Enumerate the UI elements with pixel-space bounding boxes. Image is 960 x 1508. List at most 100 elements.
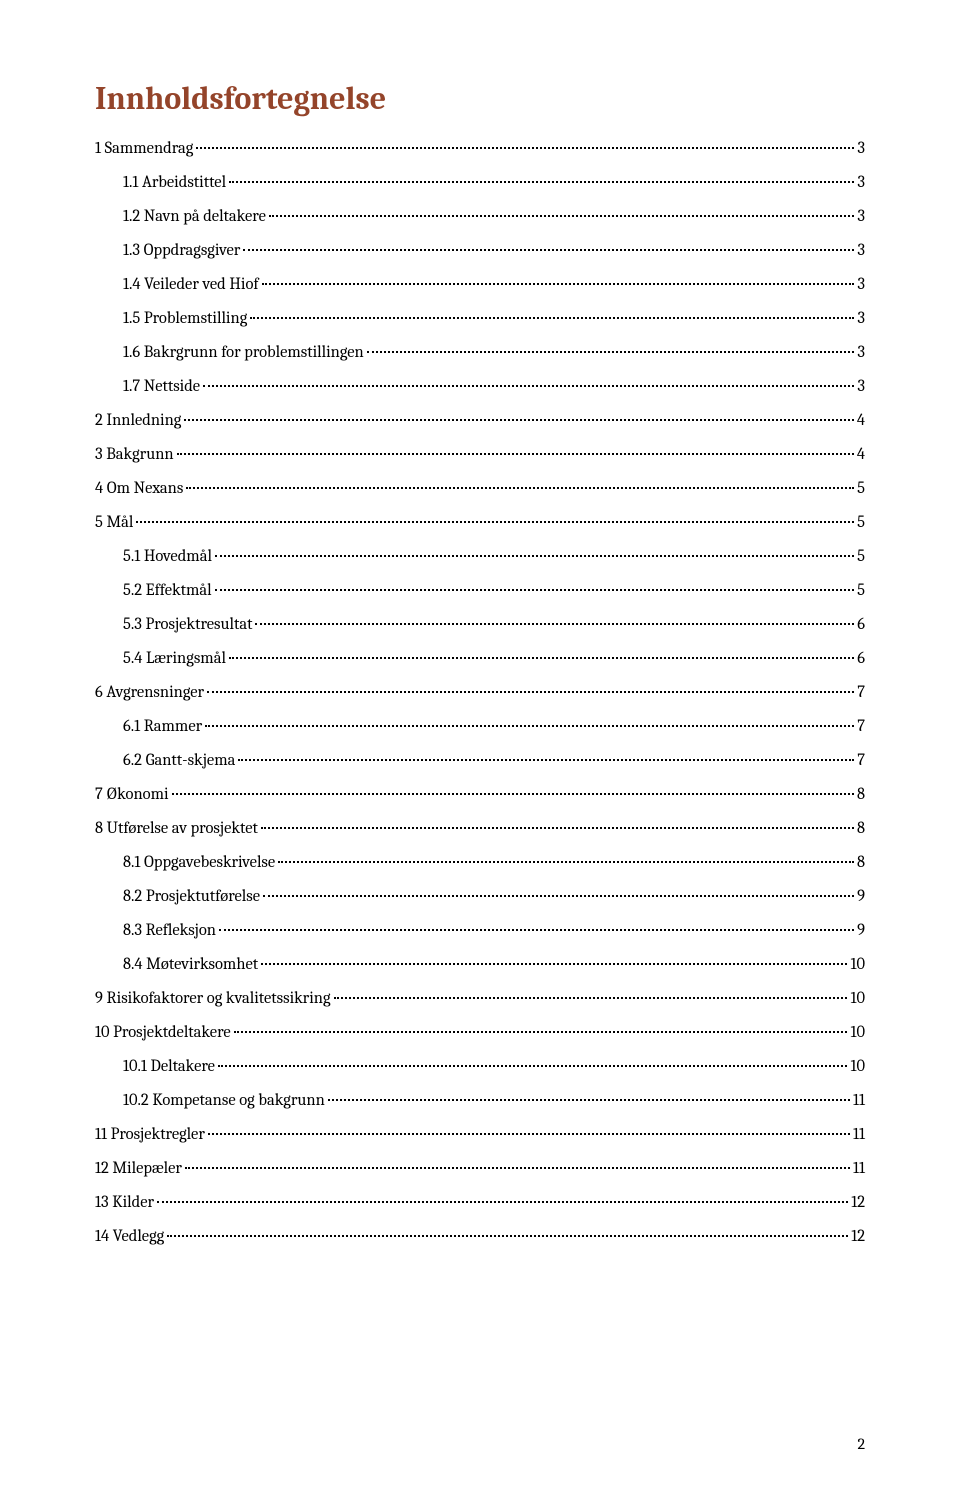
- toc-item-label: 1.6 Bakrgrunn for problemstillingen: [123, 343, 364, 362]
- toc-item-label: 8.2 Prosjektutførelse: [123, 887, 260, 906]
- toc-leader-dots: [219, 929, 854, 931]
- toc-item-page: 3: [857, 275, 865, 294]
- toc-item-page: 8: [857, 819, 865, 838]
- toc-leader-dots: [234, 1031, 848, 1033]
- toc-item: 1.6 Bakrgrunn for problemstillingen 3: [123, 343, 865, 362]
- toc-item-label: 3 Bakgrunn: [95, 445, 174, 464]
- toc-item-label: 6.2 Gantt-skjema: [123, 751, 235, 770]
- toc-item-page: 12: [851, 1193, 865, 1212]
- toc-item: 9 Risikofaktorer og kvalitetssikring 10: [95, 989, 865, 1008]
- toc-item: 2 Innledning 4: [95, 411, 865, 430]
- toc-item-page: 11: [853, 1159, 865, 1178]
- toc-title: Innholdsfortegnelse: [95, 80, 865, 117]
- toc-item-label: 2 Innledning: [95, 411, 181, 430]
- toc-item-page: 5: [857, 479, 865, 498]
- toc-item: 5.2 Effektmål5: [123, 581, 865, 600]
- toc-item-label: 8.4 Møtevirksomhet: [123, 955, 258, 974]
- toc-item-page: 3: [857, 309, 865, 328]
- toc-item-label: 11 Prosjektregler: [95, 1125, 205, 1144]
- toc-item-label: 6.1 Rammer: [123, 717, 202, 736]
- toc-item-page: 3: [857, 377, 865, 396]
- toc-item-page: 10: [850, 989, 865, 1008]
- toc-item-page: 10: [850, 1057, 865, 1076]
- toc-leader-dots: [250, 317, 854, 319]
- toc-item-label: 9 Risikofaktorer og kvalitetssikring: [95, 989, 331, 1008]
- toc-leader-dots: [215, 555, 854, 557]
- toc-leader-dots: [334, 997, 848, 999]
- toc-item: 6.1 Rammer 7: [123, 717, 865, 736]
- toc-item-page: 4: [857, 411, 865, 430]
- toc-item: 8 Utførelse av prosjektet8: [95, 819, 865, 838]
- toc-leader-dots: [238, 759, 854, 761]
- toc-leader-dots: [261, 963, 847, 965]
- toc-leader-dots: [218, 1065, 848, 1067]
- toc-item-label: 6 Avgrensninger: [95, 683, 204, 702]
- toc-item: 8.2 Prosjektutførelse9: [123, 887, 865, 906]
- toc-item-label: 1.1 Arbeidstittel: [123, 173, 226, 192]
- toc-item-label: 7 Økonomi: [95, 785, 169, 804]
- toc-item-page: 7: [857, 717, 865, 736]
- toc-item: 6.2 Gantt-skjema7: [123, 751, 865, 770]
- toc-item-page: 8: [857, 853, 865, 872]
- toc-leader-dots: [196, 147, 854, 149]
- toc-item: 1.7 Nettside 3: [123, 377, 865, 396]
- toc-item: 12 Milepæler11: [95, 1159, 865, 1178]
- toc-leader-dots: [186, 487, 854, 489]
- toc-leader-dots: [261, 827, 854, 829]
- toc-item: 8.4 Møtevirksomhet10: [123, 955, 865, 974]
- toc-item-label: 5.1 Hovedmål: [123, 547, 212, 566]
- toc-item-label: 5 Mål: [95, 513, 133, 532]
- toc-leader-dots: [263, 895, 854, 897]
- toc-item-page: 5: [857, 581, 865, 600]
- toc-leader-dots: [328, 1099, 850, 1101]
- toc-item-label: 14 Vedlegg: [95, 1227, 164, 1246]
- toc-leader-dots: [215, 589, 855, 591]
- toc-leader-dots: [255, 623, 854, 625]
- toc-item: 13 Kilder 12: [95, 1193, 865, 1212]
- toc-item-label: 10 Prosjektdeltakere: [95, 1023, 231, 1042]
- toc-leader-dots: [367, 351, 855, 353]
- toc-item: 8.1 Oppgavebeskrivelse8: [123, 853, 865, 872]
- toc-item: 14 Vedlegg12: [95, 1227, 865, 1246]
- toc-item-label: 1.5 Problemstilling: [123, 309, 247, 328]
- toc-item-label: 1.2 Navn på deltakere: [123, 207, 266, 226]
- toc-item-label: 1.7 Nettside: [123, 377, 200, 396]
- toc-item-page: 10: [850, 1023, 865, 1042]
- toc-leader-dots: [185, 1167, 850, 1169]
- toc-item: 5.4 Læringsmål 6: [123, 649, 865, 668]
- toc-leader-dots: [157, 1201, 848, 1203]
- toc-item-page: 3: [857, 241, 865, 260]
- toc-leader-dots: [243, 249, 854, 251]
- toc-leader-dots: [207, 691, 854, 693]
- toc-item: 1.3 Oppdragsgiver 3: [123, 241, 865, 260]
- toc-leader-dots: [184, 419, 853, 421]
- toc-item: 10.2 Kompetanse og bakgrunn 11: [123, 1091, 865, 1110]
- toc-item-page: 5: [857, 513, 865, 532]
- toc-item-page: 5: [857, 547, 865, 566]
- toc-item-label: 13 Kilder: [95, 1193, 154, 1212]
- toc-item: 4 Om Nexans 5: [95, 479, 865, 498]
- toc-leader-dots: [203, 385, 854, 387]
- toc-item-page: 6: [857, 615, 865, 634]
- toc-item: 1.4 Veileder ved Hiof 3: [123, 275, 865, 294]
- toc-item-page: 3: [857, 173, 865, 192]
- toc-item: 3 Bakgrunn4: [95, 445, 865, 464]
- toc-leader-dots: [177, 453, 854, 455]
- toc-leader-dots: [136, 521, 854, 523]
- toc-item-page: 9: [857, 921, 865, 940]
- toc-item-page: 6: [857, 649, 865, 668]
- toc-leader-dots: [229, 657, 854, 659]
- page-number: 2: [857, 1435, 865, 1453]
- toc-list: 1 Sammendrag31.1 Arbeidstittel31.2 Navn …: [95, 139, 865, 1246]
- toc-item-page: 3: [857, 343, 865, 362]
- toc-item-label: 4 Om Nexans: [95, 479, 183, 498]
- toc-leader-dots: [167, 1235, 848, 1237]
- toc-item-label: 1.4 Veileder ved Hiof: [123, 275, 259, 294]
- toc-item-page: 11: [853, 1125, 865, 1144]
- toc-item-page: 11: [853, 1091, 865, 1110]
- toc-item-label: 5.4 Læringsmål: [123, 649, 226, 668]
- toc-item: 1.1 Arbeidstittel 3: [123, 173, 865, 192]
- toc-leader-dots: [229, 181, 854, 183]
- toc-item-label: 1.3 Oppdragsgiver: [123, 241, 240, 260]
- toc-item-label: 10.2 Kompetanse og bakgrunn: [123, 1091, 325, 1110]
